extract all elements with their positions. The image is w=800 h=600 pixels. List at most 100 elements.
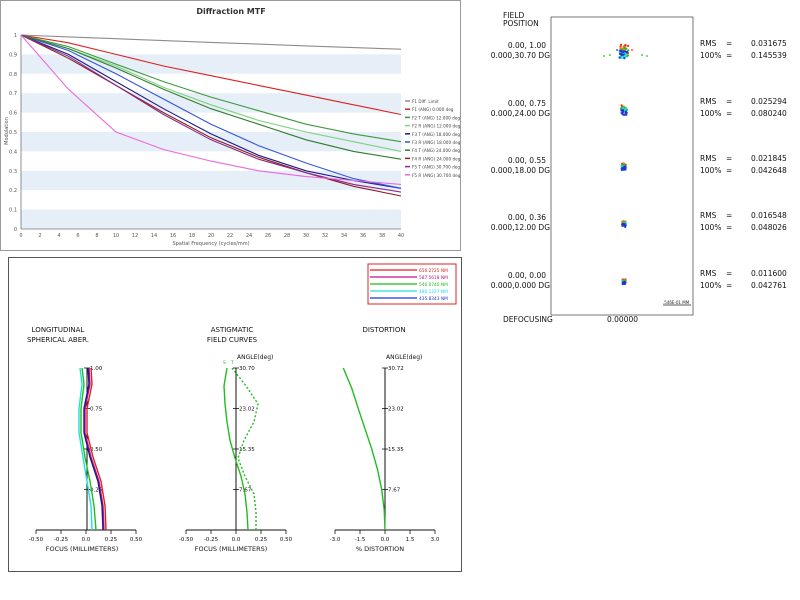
spot-100-value: 0.042648 xyxy=(751,166,787,175)
aber-x-tick: -1.5 xyxy=(355,537,366,543)
spot-point xyxy=(625,47,628,50)
spot-100-label: 100% xyxy=(700,281,721,290)
mtf-legend-label: F4 R (ANG) 24.000 deg xyxy=(412,156,460,161)
aber-series-line xyxy=(342,367,386,531)
aber-legend-label: 486.1327 NM xyxy=(419,289,448,295)
mtf-y-label: Modulation xyxy=(4,117,10,145)
mtf-legend-label: F2 T (ANG) 12.000 deg xyxy=(412,115,460,120)
mtf-x-tick: 28 xyxy=(284,233,290,239)
mtf-x-tick: 32 xyxy=(322,233,328,239)
spot-field-position: 0.00, 1.00 xyxy=(508,41,546,50)
mtf-legend-label: F3 T (ANG) 18.000 deg xyxy=(412,132,460,137)
spot-defocus-value: 0.00000 xyxy=(607,315,638,324)
mtf-legend-label: F1 (ANG) 0.000 deg xyxy=(412,107,454,112)
spot-field-angle: 0.000,0.000 DG xyxy=(491,281,550,290)
aber-x-tick: -0.50 xyxy=(29,537,44,543)
mtf-x-tick: 22 xyxy=(227,233,233,239)
spot-rms-equals: = xyxy=(726,154,732,163)
spot-rms-label: RMS xyxy=(700,211,717,220)
spot-point xyxy=(646,55,648,57)
mtf-y-tick: 0.5 xyxy=(9,130,17,136)
spot-rms-value: 0.021845 xyxy=(751,154,787,163)
aber-title-line2: SPHERICAL ABER. xyxy=(27,336,89,344)
mtf-x-tick: 16 xyxy=(170,233,176,239)
aber-series-line xyxy=(223,367,249,531)
mtf-legend-label: F2 R (ANG) 12.000 deg xyxy=(412,124,460,129)
mtf-grid-band xyxy=(21,132,401,152)
mtf-x-tick: 6 xyxy=(76,233,79,239)
mtf-grid-band xyxy=(21,54,401,74)
aber-y-tick: 0.75 xyxy=(90,407,103,413)
mtf-y-tick: 0.7 xyxy=(9,91,17,97)
aber-x-tick: 0.0 xyxy=(232,537,241,543)
spot-100-label: 100% xyxy=(700,223,721,232)
aber-x-tick: -0.25 xyxy=(54,537,69,543)
aber-legend-label: 435.8343 NM xyxy=(419,296,448,302)
spot-100-equals: = xyxy=(726,109,732,118)
mtf-x-tick: 26 xyxy=(265,233,271,239)
aber-x-tick: 0.50 xyxy=(130,537,143,543)
aber-x-tick: 0.25 xyxy=(105,537,118,543)
aber-y-tick: 15.35 xyxy=(239,447,255,453)
mtf-series-line xyxy=(20,34,402,193)
spot-point xyxy=(623,113,626,116)
mtf-series-line xyxy=(20,34,402,152)
spot-diagram-panel: FIELD POSITION 0.00, 1.00 0.000,30.70 DG RMS… xyxy=(470,0,800,330)
aber-series-line xyxy=(86,367,107,531)
spot-point xyxy=(619,46,622,50)
mtf-x-tick: 18 xyxy=(189,233,195,239)
spot-point xyxy=(620,54,624,57)
spot-rms-label: RMS xyxy=(700,97,717,106)
spot-point xyxy=(620,52,623,55)
aber-y-tick: 7.67 xyxy=(239,488,252,494)
spot-field-angle: 0.000,12.00 DG xyxy=(491,223,550,232)
spot-point xyxy=(618,56,621,59)
aber-y-tick: 30.72 xyxy=(388,366,404,372)
spot-frame xyxy=(550,16,694,316)
spot-point xyxy=(622,53,625,56)
spot-field-position: 0.00, 0.75 xyxy=(508,99,546,108)
mtf-series-line xyxy=(20,34,402,143)
spot-point xyxy=(621,282,624,286)
mtf-x-tick: 38 xyxy=(379,233,385,239)
aber-x-tick: 0.50 xyxy=(280,537,293,543)
mtf-grid-band xyxy=(21,209,401,229)
spot-rms-equals: = xyxy=(726,39,732,48)
mtf-y-tick: 0.8 xyxy=(9,72,17,78)
spot-point xyxy=(622,281,625,284)
spot-field-position: 0.00, 0.00 xyxy=(508,271,546,280)
mtf-x-label: Spatial Frequency (cycles/mm) xyxy=(172,241,249,247)
spot-100-equals: = xyxy=(726,51,732,60)
spot-point xyxy=(626,54,629,57)
mtf-x-tick: 36 xyxy=(360,233,366,239)
spot-point xyxy=(623,57,626,60)
spot-point xyxy=(622,50,625,53)
mtf-series-line xyxy=(20,34,402,189)
aber-x-tick: 3.0 xyxy=(431,537,440,543)
spot-point xyxy=(625,111,628,114)
spot-point xyxy=(616,49,618,51)
aber-curve-label: T xyxy=(230,360,234,366)
aber-title-line2: FIELD CURVES xyxy=(207,336,258,344)
mtf-series-line xyxy=(20,34,402,197)
aber-y-tick: 30.70 xyxy=(239,366,255,372)
aber-x-tick: -0.50 xyxy=(179,537,194,543)
aber-legend-label: 656.2725 NM xyxy=(419,268,448,274)
mtf-series-line xyxy=(20,34,402,185)
spot-rms-label: RMS xyxy=(700,39,717,48)
spot-rms-value: 0.011600 xyxy=(751,269,787,278)
spot-scale-label: .546E-01 MM xyxy=(663,300,690,305)
mtf-x-tick: 2 xyxy=(38,233,41,239)
mtf-y-tick: 1 xyxy=(14,33,17,39)
mtf-x-tick: 10 xyxy=(113,233,119,239)
spot-point xyxy=(625,107,628,110)
spot-100-value: 0.048026 xyxy=(751,223,787,232)
spot-100-label: 100% xyxy=(700,109,721,118)
mtf-legend-label: F4 T (ANG) 24.000 deg xyxy=(412,148,460,153)
mtf-series-line xyxy=(20,34,402,160)
aber-series-line xyxy=(84,367,105,531)
spot-field-position: 0.00, 0.36 xyxy=(508,213,546,222)
mtf-x-tick: 0 xyxy=(19,233,22,239)
